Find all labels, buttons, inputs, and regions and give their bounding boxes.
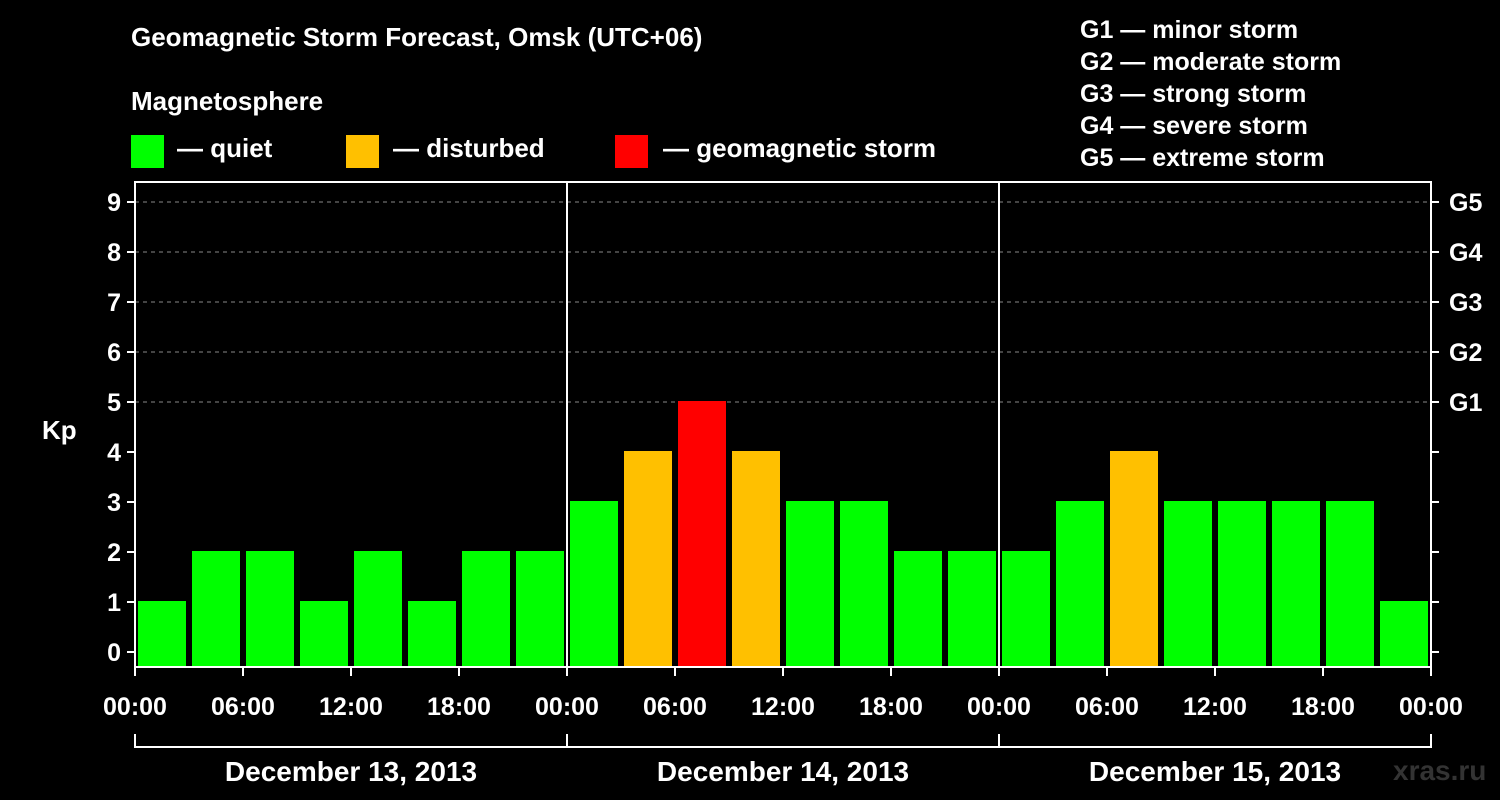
kp-bar [678, 401, 726, 667]
kp-bar [138, 601, 186, 667]
g-level-label: G1 [1449, 389, 1482, 417]
kp-bar [1110, 451, 1158, 667]
y-axis-label: Kp [42, 415, 77, 445]
day-label: December 15, 2013 [1089, 756, 1341, 787]
g-scale-item: G4 — severe storm [1080, 112, 1308, 140]
y-tick-label: 9 [107, 189, 121, 217]
kp-bar [1164, 501, 1212, 667]
kp-bar [624, 451, 672, 667]
g-level-label: G4 [1449, 239, 1482, 267]
kp-bar [570, 501, 618, 667]
y-tick-label: 0 [107, 639, 121, 667]
kp-bar [840, 501, 888, 667]
y-tick-label: 8 [107, 239, 121, 267]
y-tick-label: 5 [107, 389, 121, 417]
legend-swatch-disturbed [346, 135, 379, 168]
legend-label-storm: — geomagnetic storm [663, 133, 937, 163]
y-tick-label: 1 [107, 589, 121, 617]
legend-label-quiet: — quiet [177, 133, 273, 163]
x-tick-label: 18:00 [1291, 693, 1355, 721]
kp-bar [246, 551, 294, 667]
g-level-label: G5 [1449, 189, 1482, 217]
kp-bar [192, 551, 240, 667]
x-tick-label: 00:00 [535, 693, 599, 721]
x-tick-label: 18:00 [427, 693, 491, 721]
x-tick-label: 06:00 [643, 693, 707, 721]
magnetosphere-heading: Magnetosphere [131, 86, 324, 116]
x-tick-label: 12:00 [751, 693, 815, 721]
legend-swatch-storm [615, 135, 648, 168]
kp-bar [1218, 501, 1266, 667]
y-tick-label: 3 [107, 489, 121, 517]
g-scale-item: G2 — moderate storm [1080, 48, 1342, 76]
x-tick-label: 12:00 [319, 693, 383, 721]
kp-bar [1380, 601, 1428, 667]
x-tick-label: 00:00 [103, 693, 167, 721]
legend-label-disturbed: — disturbed [393, 133, 545, 163]
g-level-label: G3 [1449, 289, 1482, 317]
kp-bar [300, 601, 348, 667]
kp-bar [786, 501, 834, 667]
x-tick-label: 00:00 [1399, 693, 1463, 721]
kp-bar [732, 451, 780, 667]
y-tick-label: 2 [107, 539, 121, 567]
g-scale-item: G3 — strong storm [1080, 80, 1307, 108]
kp-bar [516, 551, 564, 667]
y-tick-label: 7 [107, 289, 121, 317]
kp-bar [1272, 501, 1320, 667]
chart-title: Geomagnetic Storm Forecast, Omsk (UTC+06… [131, 22, 703, 52]
x-tick-label: 18:00 [859, 693, 923, 721]
y-tick-label: 6 [107, 339, 121, 367]
y-tick-label: 4 [107, 439, 121, 467]
watermark: xras.ru [1393, 755, 1487, 786]
kp-bar [894, 551, 942, 667]
x-tick-label: 12:00 [1183, 693, 1247, 721]
g-scale-item: G1 — minor storm [1080, 16, 1299, 44]
kp-bar [1326, 501, 1374, 667]
legend-swatch-quiet [131, 135, 164, 168]
kp-bar [948, 551, 996, 667]
x-tick-label: 00:00 [967, 693, 1031, 721]
kp-bar [1056, 501, 1104, 667]
g-scale-item: G5 — extreme storm [1080, 144, 1325, 172]
kp-bar [1002, 551, 1050, 667]
day-label: December 14, 2013 [657, 756, 909, 787]
kp-bar [408, 601, 456, 667]
day-label: December 13, 2013 [225, 756, 477, 787]
kp-bar [462, 551, 510, 667]
x-tick-label: 06:00 [211, 693, 275, 721]
g-level-label: G2 [1449, 339, 1482, 367]
g-scale-legend: G1 — minor storm G2 — moderate storm G3 … [1080, 14, 1341, 174]
kp-bar [354, 551, 402, 667]
x-tick-label: 06:00 [1075, 693, 1139, 721]
